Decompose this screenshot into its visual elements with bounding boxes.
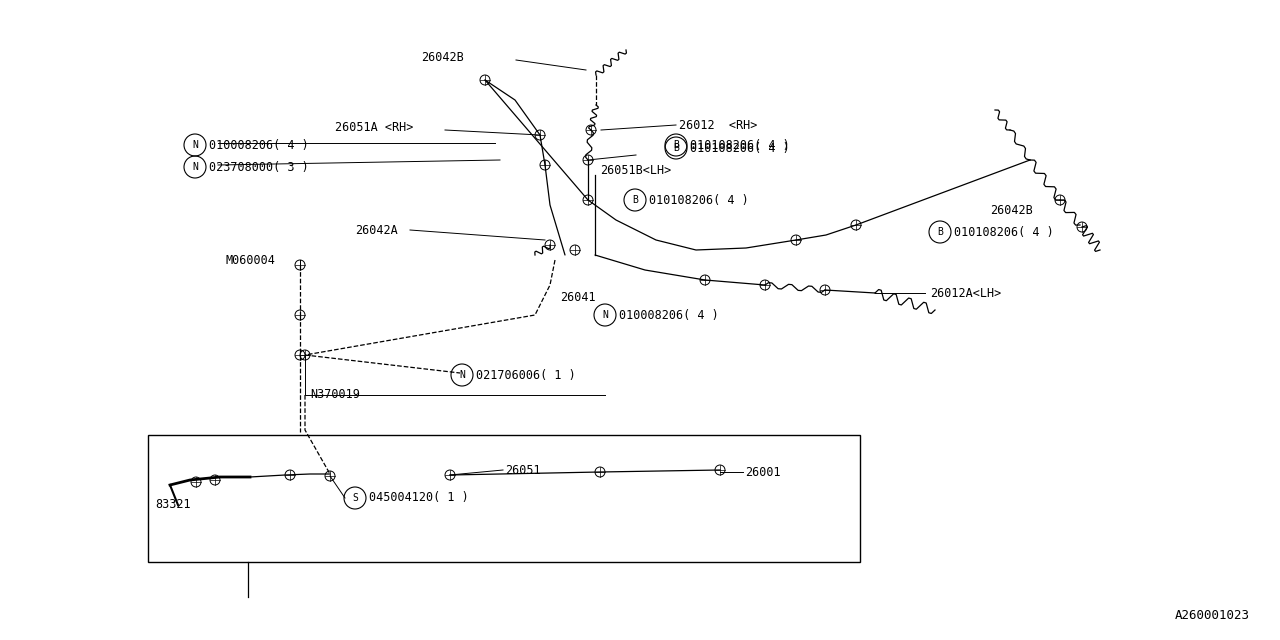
Text: 010008206( 4 ): 010008206( 4 ) (209, 138, 308, 152)
Text: 010108206( 4 ): 010108206( 4 ) (690, 141, 790, 154)
Text: 26042B: 26042B (989, 204, 1033, 216)
Text: N: N (602, 310, 608, 320)
Text: 26001: 26001 (745, 465, 781, 479)
Text: B: B (937, 227, 943, 237)
Text: 26042B: 26042B (421, 51, 463, 63)
Text: 010108206( 4 ): 010108206( 4 ) (690, 138, 790, 152)
Text: M060004: M060004 (225, 253, 275, 266)
Text: 26012A<LH>: 26012A<LH> (931, 287, 1001, 300)
Text: 26012  <RH>: 26012 <RH> (678, 118, 758, 131)
Text: 26041: 26041 (561, 291, 595, 303)
Text: 010008206( 4 ): 010008206( 4 ) (620, 308, 719, 321)
Text: S: S (352, 493, 358, 503)
Text: B: B (632, 195, 637, 205)
Text: 26042A: 26042A (355, 223, 398, 237)
Text: 045004120( 1 ): 045004120( 1 ) (369, 492, 468, 504)
Text: 010108206( 4 ): 010108206( 4 ) (649, 193, 749, 207)
Text: 26051B<LH>: 26051B<LH> (600, 163, 671, 177)
Text: B: B (673, 143, 678, 153)
Text: N370019: N370019 (310, 388, 360, 401)
Text: N: N (192, 162, 198, 172)
Text: A260001023: A260001023 (1175, 609, 1251, 622)
Text: 83321: 83321 (155, 499, 191, 511)
Text: 26051: 26051 (506, 463, 540, 477)
Text: B: B (673, 140, 678, 150)
Text: 021706006( 1 ): 021706006( 1 ) (476, 369, 576, 381)
Text: N: N (460, 370, 465, 380)
Text: N: N (192, 140, 198, 150)
Text: 010108206( 4 ): 010108206( 4 ) (954, 225, 1053, 239)
Bar (148, 435, 860, 562)
Text: 023708000( 3 ): 023708000( 3 ) (209, 161, 308, 173)
Text: 26051A <RH>: 26051A <RH> (335, 120, 413, 134)
